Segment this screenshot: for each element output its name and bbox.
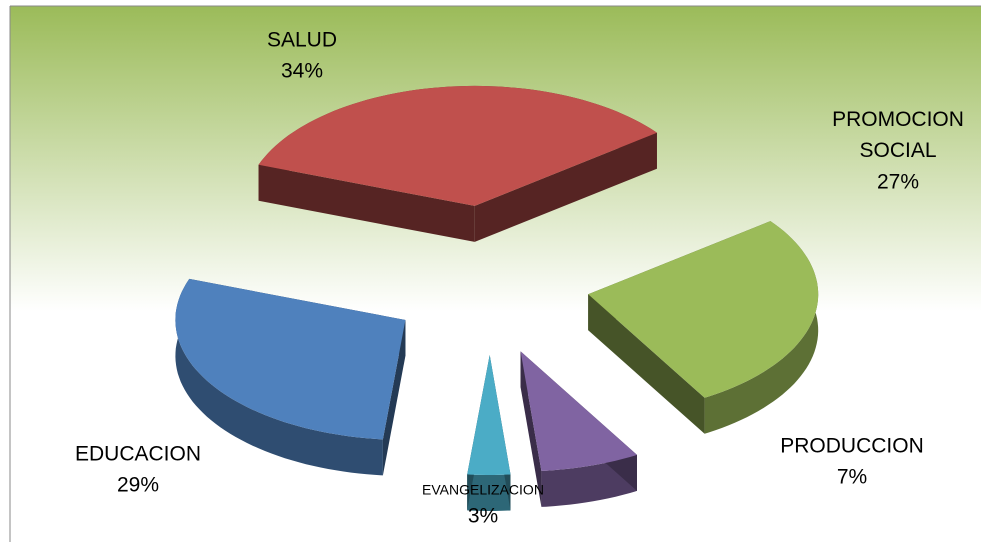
slice-side bbox=[258, 164, 475, 242]
category-label-line: PROMOCION bbox=[832, 108, 964, 131]
value-label: 3% bbox=[468, 504, 498, 527]
slice-side bbox=[704, 221, 819, 434]
slice-top bbox=[588, 221, 819, 398]
slice-side bbox=[175, 278, 383, 476]
slice-side bbox=[520, 351, 542, 507]
slice bbox=[467, 355, 511, 511]
slice-top bbox=[520, 351, 637, 471]
slice-side bbox=[467, 474, 511, 511]
slice-top bbox=[258, 85, 657, 206]
value-label: 7% bbox=[837, 465, 867, 488]
slice-top bbox=[467, 355, 511, 475]
slice-side bbox=[474, 132, 657, 242]
category-label: EVANGELIZACION bbox=[422, 481, 544, 497]
category-label-line: SOCIAL bbox=[859, 139, 936, 162]
slice bbox=[520, 351, 637, 507]
slice bbox=[588, 221, 819, 434]
value-label: 34% bbox=[281, 59, 323, 82]
category-label: EDUCACION bbox=[75, 442, 201, 465]
category-label: SALUD bbox=[267, 28, 337, 51]
category-label: PROMOCION SOCIAL bbox=[832, 108, 964, 162]
slice bbox=[258, 85, 657, 242]
value-label: 27% bbox=[877, 170, 919, 193]
value-label: 29% bbox=[117, 473, 159, 496]
slice-top bbox=[175, 278, 406, 440]
slice bbox=[175, 278, 406, 476]
slice-side bbox=[382, 320, 406, 476]
slice-side bbox=[588, 294, 705, 434]
category-label: PRODUCCION bbox=[780, 434, 924, 457]
